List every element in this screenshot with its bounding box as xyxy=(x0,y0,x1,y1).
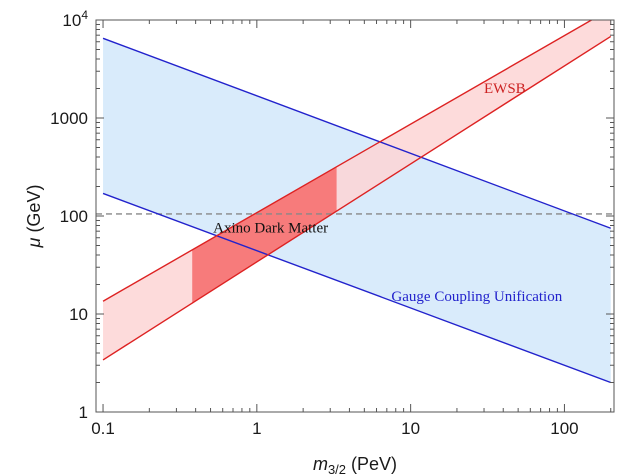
y-tick-label: 100 xyxy=(60,207,88,226)
y-tick-label: 104 xyxy=(62,8,88,30)
annotation-axino-dark-matter: Axino Dark Matter xyxy=(213,220,328,236)
axino-dark-matter-region xyxy=(192,166,337,304)
annotations: EWSB Axino Dark Matter Gauge Coupling Unif… xyxy=(213,81,563,305)
y-tick-label: 10 xyxy=(69,305,88,324)
plot-area xyxy=(96,20,614,384)
x-tick-label: 100 xyxy=(550,419,578,438)
ewsb-lower-line xyxy=(102,35,612,361)
y-tick-label: 1 xyxy=(79,403,88,422)
annotation-gauge-coupling-unification: Gauge Coupling Unification xyxy=(391,289,562,305)
band-fill-gauge-coupling-unification xyxy=(103,38,611,383)
y-tick-label: 1000 xyxy=(50,109,88,128)
x-tick-label: 1 xyxy=(252,419,261,438)
gauge-coupling-unification-upper-line xyxy=(102,37,611,229)
x-axis-title: m3/2 (PeV) xyxy=(313,454,397,476)
axis-ticks xyxy=(95,19,614,413)
ewsb-upper-line xyxy=(102,20,592,302)
y-axis-title: μ (GeV) xyxy=(24,185,44,249)
x-tick-label: 0.1 xyxy=(91,419,115,438)
gauge-coupling-unification-lower-line xyxy=(102,192,611,384)
x-tick-label: 10 xyxy=(401,419,420,438)
annotation-ewsb: EWSB xyxy=(484,81,526,97)
